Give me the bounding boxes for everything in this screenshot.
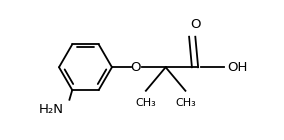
Text: O: O	[131, 61, 141, 74]
Text: OH: OH	[227, 61, 248, 74]
Text: CH₃: CH₃	[135, 98, 156, 108]
Text: CH₃: CH₃	[175, 98, 196, 108]
Text: O: O	[190, 18, 201, 31]
Text: H₂N: H₂N	[39, 103, 64, 116]
